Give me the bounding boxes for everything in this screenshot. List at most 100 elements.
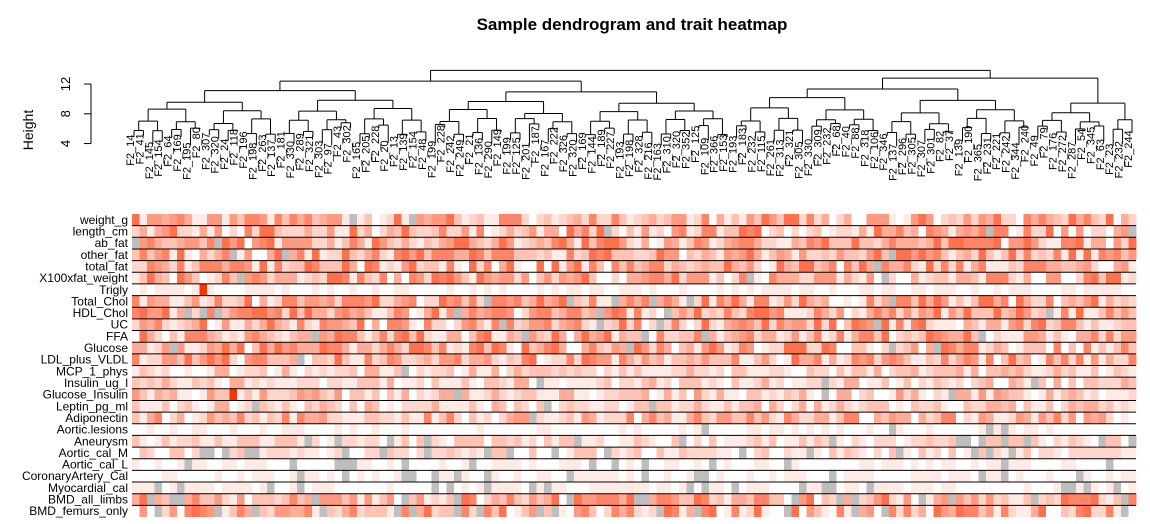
heatmap-cell	[798, 493, 807, 506]
heatmap-cell	[671, 493, 680, 506]
heatmap-cell	[581, 423, 590, 436]
heatmap-cell	[191, 214, 200, 226]
heatmap-cell	[971, 353, 980, 366]
heatmap-cell	[708, 400, 717, 413]
heatmap-cell	[1023, 353, 1032, 366]
heatmap-cell	[289, 330, 298, 343]
heatmap-cell	[334, 225, 343, 238]
heatmap-cell	[551, 353, 560, 366]
heatmap-cell	[574, 225, 582, 238]
heatmap-cell	[259, 388, 268, 401]
heatmap-cell	[536, 458, 545, 471]
heatmap-cell	[514, 342, 523, 355]
heatmap-cell	[431, 318, 440, 331]
heatmap-cell	[1106, 412, 1114, 424]
heatmap-cell	[356, 353, 365, 366]
heatmap-cell	[1046, 388, 1054, 401]
heatmap-cell	[521, 318, 530, 331]
trait-label: other_fat	[81, 248, 129, 262]
heatmap-cell	[184, 318, 193, 331]
heatmap-cell	[611, 272, 620, 285]
heatmap-cell	[296, 214, 305, 226]
heatmap-cell	[866, 214, 875, 226]
heatmap-cell	[476, 307, 485, 320]
heatmap-cell	[401, 447, 410, 459]
heatmap-cell	[596, 365, 605, 378]
heatmap-cell	[918, 214, 927, 226]
heatmap-cell	[161, 260, 170, 273]
heatmap-cell	[791, 482, 800, 494]
heatmap-cell	[813, 505, 822, 518]
heatmap-cell	[716, 330, 725, 343]
heatmap-cell	[634, 400, 642, 413]
heatmap-cell	[866, 505, 875, 518]
heatmap-cell	[536, 295, 545, 308]
heatmap-cell	[971, 237, 980, 250]
heatmap-cell	[319, 458, 328, 471]
heatmap-cell	[266, 482, 275, 494]
heatmap-cell	[349, 458, 358, 471]
leaf-label: F2_109	[699, 138, 711, 175]
trait-label: Trigly	[99, 283, 128, 297]
heatmap-cell	[506, 307, 515, 320]
heatmap-cell	[146, 388, 155, 401]
heatmap-cell	[251, 237, 260, 250]
heatmap-cell	[933, 295, 942, 308]
leaf-label: F2_115	[756, 136, 768, 173]
heatmap-cell	[1061, 447, 1069, 459]
heatmap-cell	[176, 388, 185, 401]
heatmap-cell	[491, 295, 500, 308]
heatmap-cell	[469, 423, 478, 436]
heatmap-cell	[1053, 435, 1062, 448]
heatmap-cell	[1053, 237, 1062, 250]
heatmap-cell	[146, 365, 155, 378]
heatmap-cell	[409, 435, 418, 448]
heatmap-cell	[926, 237, 935, 250]
heatmap-cell	[236, 330, 245, 343]
heatmap-cell	[1038, 482, 1047, 494]
heatmap-cell	[454, 470, 463, 483]
heatmap-cell	[1001, 353, 1010, 366]
heatmap-cell	[888, 377, 897, 389]
heatmap-cell	[499, 470, 508, 483]
heatmap-cell	[229, 295, 238, 308]
heatmap-cell	[499, 272, 508, 285]
heatmap-cell	[1046, 458, 1054, 471]
heatmap-cell	[1098, 353, 1107, 366]
heatmap-cell	[439, 225, 448, 238]
heatmap-cell	[881, 447, 890, 459]
heatmap-cell	[139, 505, 148, 518]
heatmap-cell	[851, 342, 860, 355]
heatmap-cell	[1106, 342, 1114, 355]
heatmap-cell	[1128, 400, 1137, 413]
heatmap-cell	[484, 353, 493, 366]
heatmap-cell	[873, 388, 882, 401]
heatmap-cell	[146, 237, 155, 250]
heatmap-cell	[566, 260, 575, 273]
heatmap-cell	[843, 412, 852, 424]
heatmap-cell	[581, 272, 590, 285]
heatmap-cell	[574, 260, 582, 273]
heatmap-cell	[221, 447, 230, 459]
heatmap-cell	[244, 505, 253, 518]
heatmap-cell	[978, 283, 987, 296]
heatmap-cell	[1046, 365, 1054, 378]
heatmap-cell	[701, 214, 710, 226]
heatmap-cell	[1023, 248, 1032, 261]
leaf-label: F2_41	[134, 133, 146, 164]
heatmap-cell	[836, 353, 845, 366]
heatmap-cell	[379, 493, 388, 506]
heatmap-cell	[469, 214, 478, 226]
heatmap-cell	[604, 365, 612, 378]
heatmap-cell	[963, 260, 972, 273]
heatmap-cell	[416, 493, 425, 506]
heatmap-cell	[536, 342, 545, 355]
heatmap-cell	[611, 260, 620, 273]
heatmap-cell	[933, 272, 942, 285]
heatmap-cell	[214, 225, 223, 238]
heatmap-cell	[259, 412, 268, 424]
heatmap-cell	[469, 342, 478, 355]
heatmap-cell	[551, 388, 560, 401]
heatmap-cell	[244, 412, 253, 424]
heatmap-cell	[251, 260, 260, 273]
